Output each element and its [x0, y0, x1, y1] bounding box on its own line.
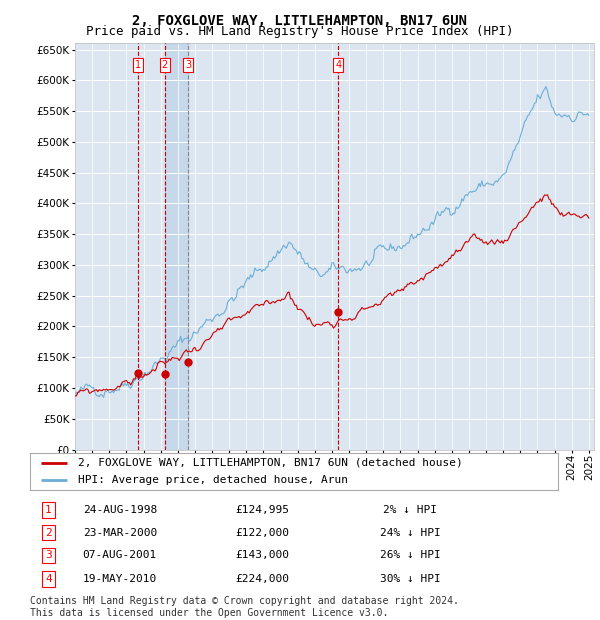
Text: £143,000: £143,000: [235, 551, 289, 560]
Text: 4: 4: [335, 60, 341, 70]
Text: £224,000: £224,000: [235, 574, 289, 584]
Text: 1: 1: [134, 60, 140, 70]
Text: 19-MAY-2010: 19-MAY-2010: [83, 574, 157, 584]
Text: 2: 2: [161, 60, 168, 70]
Text: Contains HM Land Registry data © Crown copyright and database right 2024.
This d: Contains HM Land Registry data © Crown c…: [30, 596, 459, 618]
Text: 3: 3: [185, 60, 191, 70]
Text: 23-MAR-2000: 23-MAR-2000: [83, 528, 157, 538]
Text: Price paid vs. HM Land Registry's House Price Index (HPI): Price paid vs. HM Land Registry's House …: [86, 25, 514, 38]
Text: 26% ↓ HPI: 26% ↓ HPI: [380, 551, 440, 560]
Text: 07-AUG-2001: 07-AUG-2001: [83, 551, 157, 560]
Text: £124,995: £124,995: [235, 505, 289, 515]
Text: £122,000: £122,000: [235, 528, 289, 538]
Bar: [164, 43, 188, 450]
Text: 4: 4: [45, 574, 52, 584]
Text: 24% ↓ HPI: 24% ↓ HPI: [380, 528, 440, 538]
Text: 2% ↓ HPI: 2% ↓ HPI: [383, 505, 437, 515]
Text: HPI: Average price, detached house, Arun: HPI: Average price, detached house, Arun: [77, 475, 347, 485]
Text: 1: 1: [45, 505, 52, 515]
Text: 2: 2: [45, 528, 52, 538]
Text: 30% ↓ HPI: 30% ↓ HPI: [380, 574, 440, 584]
Text: 2, FOXGLOVE WAY, LITTLEHAMPTON, BN17 6UN: 2, FOXGLOVE WAY, LITTLEHAMPTON, BN17 6UN: [133, 14, 467, 28]
Text: 24-AUG-1998: 24-AUG-1998: [83, 505, 157, 515]
Text: 3: 3: [45, 551, 52, 560]
Text: 2, FOXGLOVE WAY, LITTLEHAMPTON, BN17 6UN (detached house): 2, FOXGLOVE WAY, LITTLEHAMPTON, BN17 6UN…: [77, 458, 462, 467]
